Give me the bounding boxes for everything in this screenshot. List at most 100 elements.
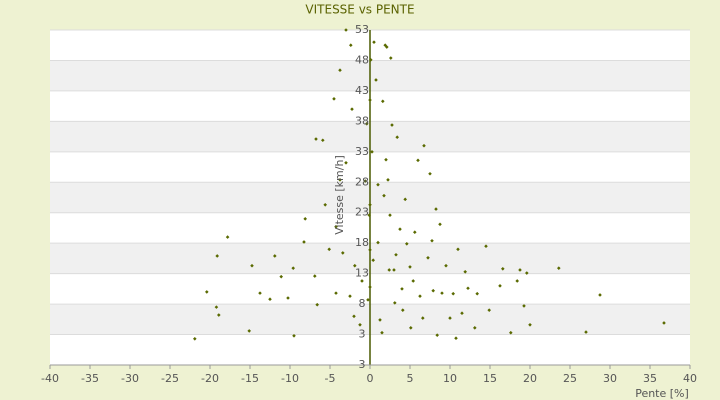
point [393,301,397,305]
y-tick-label: 53 [355,23,369,36]
point [518,268,522,272]
point [363,179,367,183]
point [408,265,412,269]
chart-title: VITESSE vs PENTE [305,3,414,17]
y-axis-label: Vitesse [km/h] [333,155,346,235]
x-tick-label: -10 [281,372,299,385]
point [380,330,384,335]
x-tick-label: 35 [643,372,657,385]
point [352,314,356,319]
x-tick-label: -30 [121,372,139,385]
point [451,291,455,296]
point [475,291,479,296]
point [435,333,439,337]
point [370,150,374,154]
point [338,68,342,72]
point [386,178,390,182]
point [525,271,529,275]
point [388,213,392,217]
point [193,337,197,341]
point [528,323,532,327]
point [484,244,488,249]
point [268,297,272,302]
y-tick-label: 38 [355,114,369,127]
point [368,248,372,252]
point [515,279,519,283]
point [444,263,448,268]
point [286,296,290,300]
y-tick-label: 43 [355,84,369,97]
point [509,330,513,335]
point [334,224,338,229]
point [344,28,348,32]
x-tick-label: 40 [683,372,697,385]
point [291,266,295,270]
point [215,254,219,258]
point [411,279,415,283]
point [466,286,470,291]
point [431,288,435,293]
point [350,107,354,111]
point [460,311,464,316]
y-tick-label: 48 [355,53,369,66]
point [487,308,491,312]
y-tick-label: 13 [355,267,369,280]
point [383,43,387,48]
point [225,235,230,239]
point [463,270,467,274]
point [448,316,452,320]
point [392,268,396,272]
point [376,240,380,245]
point [421,316,425,320]
point [334,291,338,295]
point [214,305,219,309]
point [367,213,371,217]
point [418,294,422,298]
point [426,256,430,260]
y-tick-label: 8 [359,297,366,310]
point [205,290,209,294]
point [314,137,318,141]
point [395,135,399,139]
point [369,58,373,62]
point [217,313,221,317]
y-tick-label: 28 [355,175,369,188]
x-tick-label: 20 [523,372,537,385]
x-tick-label: 30 [603,372,617,385]
point [368,285,372,289]
point [384,157,388,162]
point [349,43,353,48]
point [405,241,409,246]
y-tick-label: 33 [355,145,369,158]
point [247,329,251,333]
x-tick-label: -25 [161,372,179,385]
point [438,222,442,227]
point [394,252,398,257]
point [372,40,376,44]
x-tick-label: 0 [367,372,374,385]
point [368,98,372,102]
point [403,197,407,202]
x-tick-label: 10 [443,372,457,385]
point [302,240,306,244]
point [416,158,420,163]
x-axis-label: Pente [%] [635,387,689,400]
point [382,193,386,198]
point [662,321,666,325]
point [348,294,352,298]
point [381,99,385,104]
point [434,207,438,211]
point [473,326,477,330]
y-tick-label: 3 [359,328,366,341]
point [292,333,296,338]
point [250,263,254,268]
point [400,287,404,291]
point [557,266,561,270]
point [385,45,389,49]
point [360,279,364,283]
point [389,56,393,60]
point [315,302,319,307]
point [390,123,394,127]
point [353,263,357,268]
